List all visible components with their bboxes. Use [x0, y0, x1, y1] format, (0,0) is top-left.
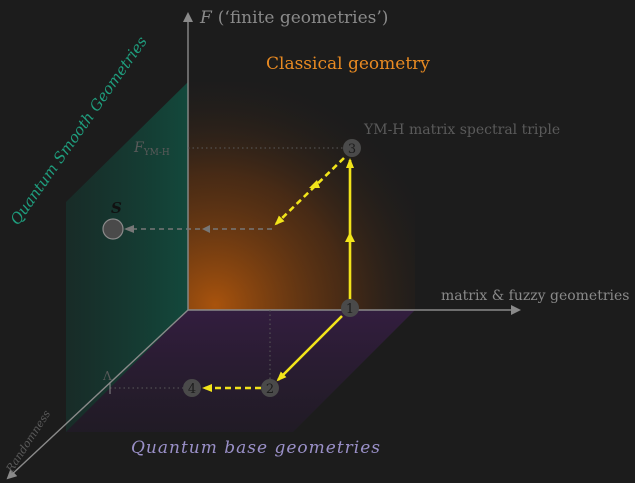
vertical-axis-label: F (‘finite geometries’)	[199, 8, 388, 28]
quantum-smooth-plane	[66, 82, 188, 432]
classical-region-label: Classical geometry	[266, 54, 430, 74]
depth-axis-label: Randomness	[3, 408, 53, 476]
arrow-1-to-2	[276, 315, 343, 382]
node-2-label: 2	[266, 382, 274, 397]
arrow-1-to-3-mid-head	[345, 232, 355, 242]
classical-plane	[188, 82, 415, 310]
lambda-label: Λ	[102, 369, 112, 383]
node-1: 1	[341, 299, 359, 317]
node-3-label: 3	[348, 142, 356, 157]
node-3: 3	[343, 139, 361, 157]
node-1-label: 1	[346, 302, 354, 317]
depth-axis	[6, 309, 189, 480]
quantum-base-plane	[66, 310, 415, 432]
s-label: S	[111, 199, 122, 217]
node-2: 2	[261, 379, 279, 397]
horizontal-axis-label: matrix & fuzzy geometries	[441, 288, 630, 304]
projection-mid-arrowhead	[202, 225, 210, 233]
ymh-triple-label: YM-H matrix spectral triple	[363, 122, 560, 138]
f-tick-label: FYM-H	[133, 140, 170, 158]
node-s	[102, 218, 124, 240]
quantum-base-label: Quantum base geometries	[131, 438, 381, 458]
node-4: 4	[183, 379, 201, 397]
node-4-label: 4	[188, 382, 196, 397]
arrow-3-to-dash	[274, 157, 345, 226]
arrow-3-mid-head	[309, 180, 320, 188]
